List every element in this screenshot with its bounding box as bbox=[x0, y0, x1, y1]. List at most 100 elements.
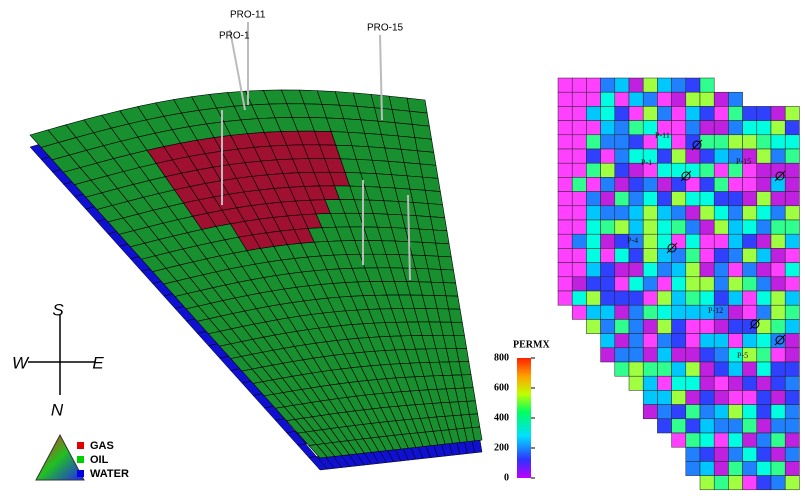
map-cell bbox=[757, 461, 771, 475]
legend-swatch bbox=[77, 470, 84, 477]
map-cell bbox=[785, 135, 799, 149]
map-cell bbox=[714, 192, 728, 206]
map-cell bbox=[771, 461, 785, 475]
map-cell bbox=[686, 433, 700, 447]
map-cell bbox=[615, 121, 629, 135]
map-cell bbox=[714, 376, 728, 390]
map-cell bbox=[558, 149, 572, 163]
map-cell bbox=[785, 419, 799, 433]
map-cell bbox=[601, 348, 615, 362]
map-cell bbox=[572, 206, 586, 220]
map-cell bbox=[572, 92, 586, 106]
map-cell bbox=[601, 192, 615, 206]
map-cell bbox=[629, 121, 643, 135]
map-cell bbox=[586, 291, 600, 305]
map-cell bbox=[558, 192, 572, 206]
map-cell bbox=[771, 121, 785, 135]
map-cell bbox=[757, 362, 771, 376]
map-cell bbox=[785, 461, 799, 475]
map-cell bbox=[785, 476, 799, 490]
oil-cell bbox=[454, 335, 467, 348]
legend-swatch bbox=[77, 456, 84, 463]
map-cell bbox=[743, 135, 757, 149]
map-cell bbox=[714, 319, 728, 333]
map-cell bbox=[700, 319, 714, 333]
map-cell bbox=[672, 348, 686, 362]
map-cell bbox=[771, 348, 785, 362]
oil-cell bbox=[428, 204, 445, 218]
map-cell bbox=[629, 106, 643, 120]
map-cell bbox=[643, 291, 657, 305]
map-cell bbox=[601, 248, 615, 262]
map-cell bbox=[601, 78, 615, 92]
map-cell bbox=[657, 319, 671, 333]
map-cell bbox=[672, 121, 686, 135]
map-cell bbox=[615, 92, 629, 106]
map-cell bbox=[757, 220, 771, 234]
map-cell bbox=[686, 348, 700, 362]
map-cell bbox=[643, 78, 657, 92]
map-cell bbox=[615, 291, 629, 305]
map-cell bbox=[572, 106, 586, 120]
map-cell bbox=[714, 291, 728, 305]
map-cell bbox=[558, 163, 572, 177]
well-label: PRO-1 bbox=[219, 31, 250, 42]
map-cell bbox=[629, 92, 643, 106]
map-cell bbox=[743, 106, 757, 120]
map-cell bbox=[629, 362, 643, 376]
map-cell bbox=[700, 405, 714, 419]
map-cell bbox=[785, 277, 799, 291]
map-cell bbox=[601, 319, 615, 333]
map-cell bbox=[714, 362, 728, 376]
map-cell bbox=[743, 419, 757, 433]
map-cell bbox=[601, 206, 615, 220]
map-cell bbox=[700, 390, 714, 404]
map-cell bbox=[672, 220, 686, 234]
map-cell bbox=[728, 433, 742, 447]
map-cell bbox=[700, 92, 714, 106]
map-cell bbox=[629, 177, 643, 191]
map-cell bbox=[672, 163, 686, 177]
map-cell bbox=[615, 220, 629, 234]
map-cell bbox=[743, 220, 757, 234]
map-cell bbox=[558, 220, 572, 234]
map-cell bbox=[672, 305, 686, 319]
legend-label: GAS bbox=[90, 440, 114, 452]
map-cell bbox=[643, 248, 657, 262]
map-cell bbox=[700, 121, 714, 135]
map-cell bbox=[657, 263, 671, 277]
map-cell bbox=[601, 121, 615, 135]
map-cell bbox=[700, 362, 714, 376]
map-cell bbox=[771, 149, 785, 163]
map-cell bbox=[615, 163, 629, 177]
map-cell bbox=[714, 135, 728, 149]
map-cell bbox=[629, 192, 643, 206]
map-cell bbox=[757, 390, 771, 404]
map-cell bbox=[714, 177, 728, 191]
map-cell bbox=[686, 206, 700, 220]
map-cell bbox=[728, 419, 742, 433]
map-cell bbox=[629, 135, 643, 149]
map-cell bbox=[643, 376, 657, 390]
map-cell bbox=[771, 192, 785, 206]
map-cell bbox=[743, 121, 757, 135]
map-cell bbox=[771, 263, 785, 277]
map-cell bbox=[672, 192, 686, 206]
map-cell bbox=[686, 248, 700, 262]
map-cell bbox=[672, 263, 686, 277]
map-cell bbox=[771, 433, 785, 447]
map-label: P-4 bbox=[627, 236, 638, 245]
map-cell bbox=[771, 248, 785, 262]
map-cell bbox=[657, 163, 671, 177]
map-cell bbox=[743, 390, 757, 404]
map-cell bbox=[643, 106, 657, 120]
map-cell bbox=[714, 390, 728, 404]
map-cell bbox=[686, 362, 700, 376]
map-cell bbox=[558, 121, 572, 135]
colorbar-tick-label: 400 bbox=[494, 412, 509, 423]
map-cell bbox=[572, 305, 586, 319]
map-cell bbox=[586, 220, 600, 234]
map-cell bbox=[643, 263, 657, 277]
oil-cell bbox=[451, 322, 464, 335]
